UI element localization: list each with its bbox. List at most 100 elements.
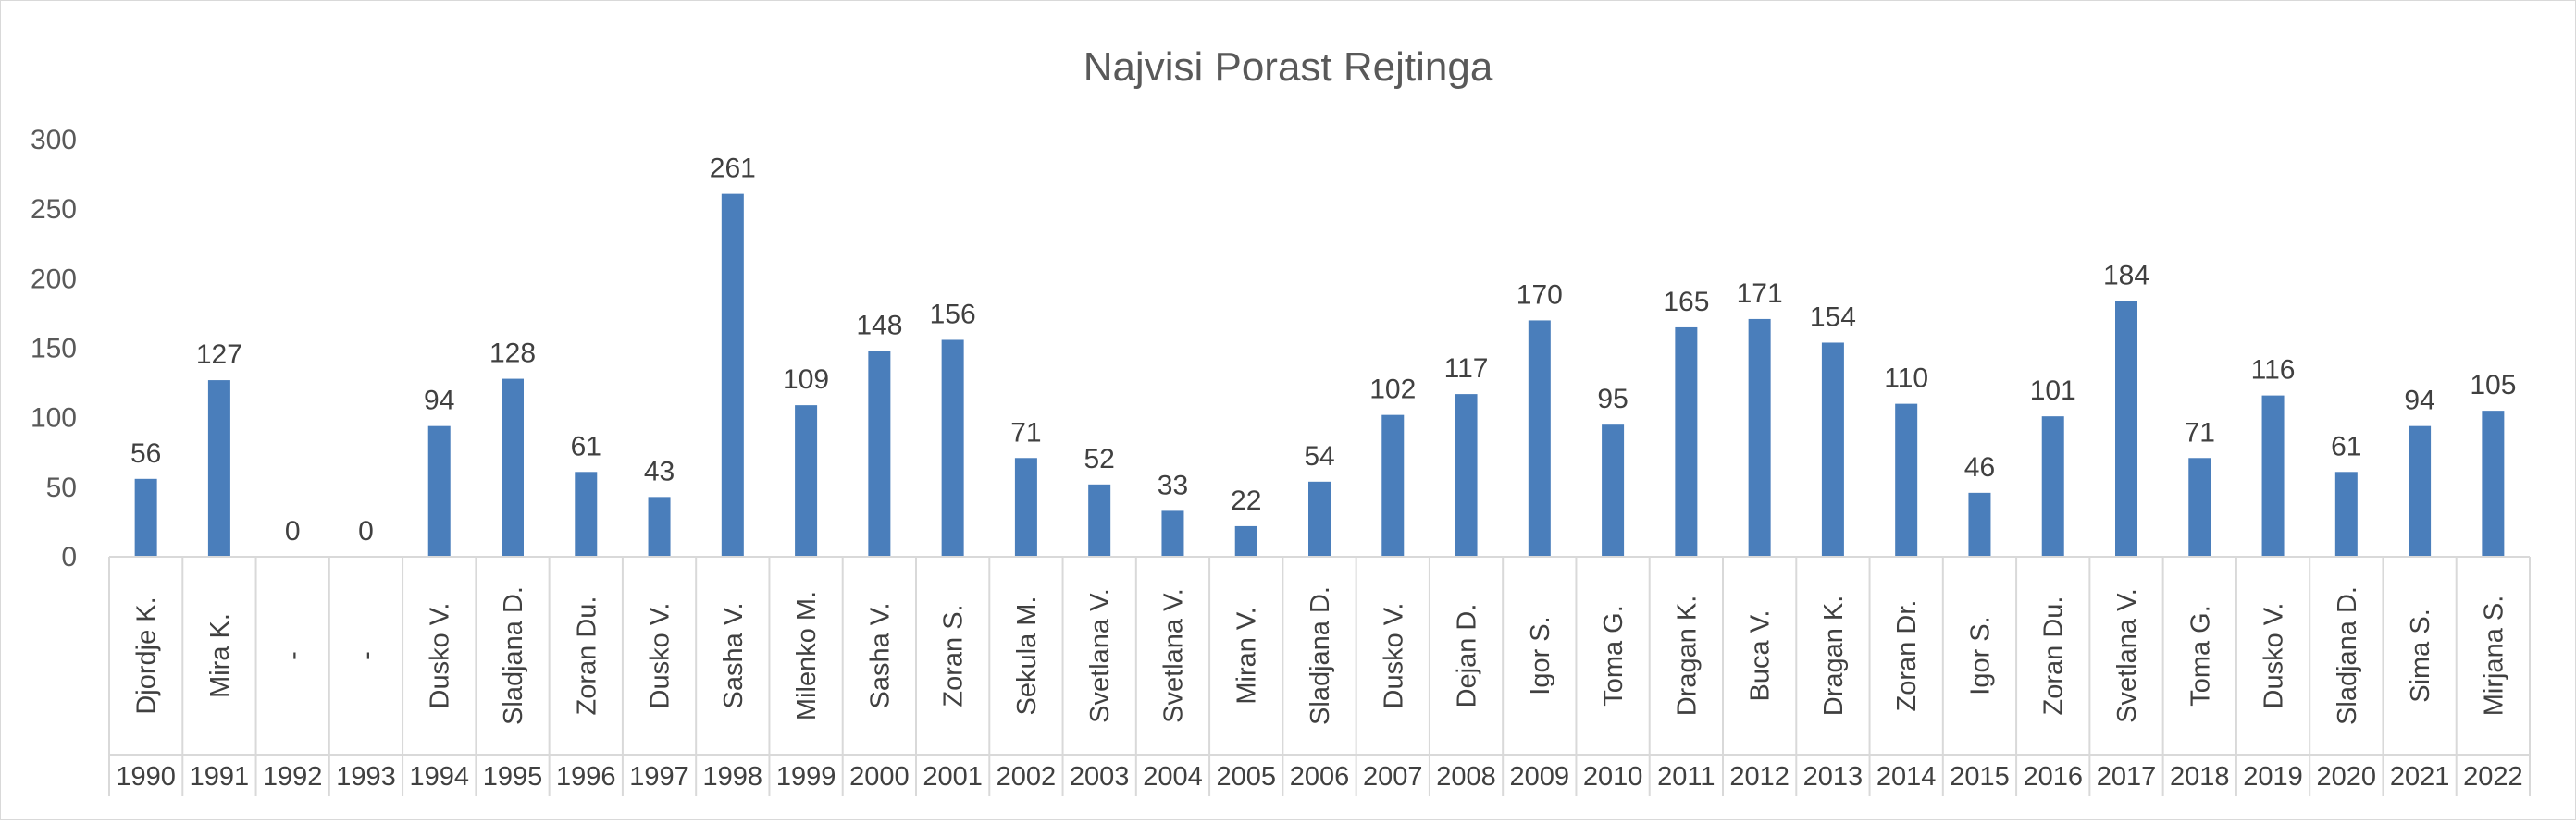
data-label: 56: [130, 438, 161, 469]
category-name-label: Sasha V.: [719, 602, 749, 708]
category-year-label: 1993: [336, 762, 396, 792]
data-label: 156: [930, 299, 976, 329]
data-label: 128: [489, 338, 536, 369]
bar: [2334, 472, 2358, 557]
data-label: 154: [1810, 301, 1856, 332]
y-tick-label: 150: [31, 334, 77, 364]
category-name-label: Sima S.: [2406, 609, 2435, 703]
bar: [2409, 425, 2432, 557]
bar: [1088, 484, 1111, 557]
bar: [1602, 424, 1625, 557]
category-name-label: Sladjana D.: [2333, 586, 2362, 725]
bar: [2188, 458, 2211, 557]
category-year-label: 1994: [409, 762, 469, 792]
data-label: 117: [1444, 353, 1489, 384]
data-labels: 56 127 0 0 94 128 61 43 261 109 148 156 71 52 33 22 54 10…: [130, 154, 2516, 547]
category-name-label: Dragan K.: [1819, 596, 1849, 717]
category-name-label: Svetlana V.: [1085, 588, 1115, 723]
category-name-label: -: [352, 651, 381, 660]
bar: [1161, 510, 1184, 557]
bar: [795, 405, 818, 557]
data-label: 33: [1158, 470, 1188, 500]
data-label: 71: [1010, 417, 1041, 448]
category-year-label: 2005: [1216, 762, 1276, 792]
bar: [1014, 458, 1037, 557]
data-label: 102: [1369, 375, 1416, 405]
category-name-label: Mira K.: [205, 613, 235, 698]
bar: [1455, 394, 1478, 557]
data-label: 22: [1231, 486, 1261, 516]
category-year-label: 2007: [1363, 762, 1423, 792]
data-label: 105: [2470, 370, 2516, 400]
category-year-label: 2018: [2170, 762, 2230, 792]
y-tick-label: 300: [31, 125, 77, 155]
category-year-label: 2003: [1070, 762, 1130, 792]
category-year-label: 1996: [556, 762, 616, 792]
bar: [2041, 416, 2064, 557]
category-name-label: Svetlana V.: [2112, 588, 2142, 723]
category-year-label: 2010: [1583, 762, 1643, 792]
y-axis: 0 50 100 150 200 250 300: [31, 125, 77, 572]
category-name-label: Mirjana S.: [2479, 596, 2508, 717]
category-name-label: Dusko V.: [646, 603, 675, 709]
bar: [868, 351, 891, 557]
chart-title: Najvisi Porast Rejtinga: [1084, 44, 1493, 90]
category-name-label: Buca V.: [1746, 610, 1776, 702]
category-year-label: 1999: [776, 762, 836, 792]
category-year-label: 2008: [1436, 762, 1496, 792]
data-label: 184: [2103, 260, 2149, 290]
category-year-label: 2019: [2243, 762, 2303, 792]
category-year-label: 2013: [1803, 762, 1864, 792]
bar: [207, 380, 230, 557]
data-label: 148: [856, 311, 902, 341]
category-year-label: 2004: [1143, 762, 1203, 792]
bar: [1821, 342, 1844, 557]
bar: [1381, 414, 1405, 557]
data-label: 94: [2404, 386, 2434, 416]
category-name-label: Dejan D.: [1453, 604, 1482, 708]
bar: [1968, 492, 1991, 557]
y-tick-label: 200: [31, 264, 77, 294]
bar: [1234, 525, 1257, 557]
category-name-label: Milenko M.: [792, 591, 822, 720]
category-name-label: Sekula M.: [1012, 596, 1042, 716]
category-year-label: 2015: [1950, 762, 2010, 792]
data-label: 61: [571, 431, 601, 461]
y-tick-label: 250: [31, 194, 77, 225]
category-year-label: 2016: [2023, 762, 2083, 792]
category-year-label: 1998: [703, 762, 763, 792]
category-year-label: 2009: [1510, 762, 1570, 792]
category-year-label: 2001: [923, 762, 983, 792]
category-year-label: 2011: [1657, 762, 1715, 792]
category-name-label: Toma G.: [1599, 605, 1629, 707]
category-name-label: Djordje K.: [132, 596, 162, 714]
data-label: 43: [644, 456, 675, 486]
data-label: 116: [2251, 355, 2296, 386]
category-name-label: Zoran Du.: [572, 596, 601, 716]
bar: [502, 378, 524, 557]
category-year-label: 1991: [190, 762, 250, 792]
bar: [1528, 320, 1551, 557]
y-tick-label: 50: [46, 473, 77, 503]
bars: [134, 193, 2505, 557]
y-tick-label: 100: [31, 403, 77, 434]
bar: [941, 339, 964, 557]
category-year-label: 2014: [1876, 762, 1937, 792]
category-year-label: 2020: [2317, 762, 2377, 792]
category-name-label: Dusko V.: [2260, 603, 2289, 709]
bar: [2482, 411, 2505, 557]
data-label: 110: [1884, 363, 1928, 394]
data-label: 109: [783, 364, 829, 395]
bar: [2115, 301, 2137, 557]
data-label: 171: [1737, 278, 1783, 309]
category-name-label: Igor S.: [1526, 616, 1555, 695]
category-year-label: 2002: [997, 762, 1057, 792]
category-year-label: 1990: [116, 762, 176, 792]
category-name-label: Zoran Du.: [2039, 596, 2069, 716]
data-label: 101: [2030, 375, 2076, 406]
category-name-label: Igor S.: [1965, 616, 1995, 695]
data-label: 261: [710, 154, 756, 184]
category-year-label: 1997: [629, 762, 689, 792]
